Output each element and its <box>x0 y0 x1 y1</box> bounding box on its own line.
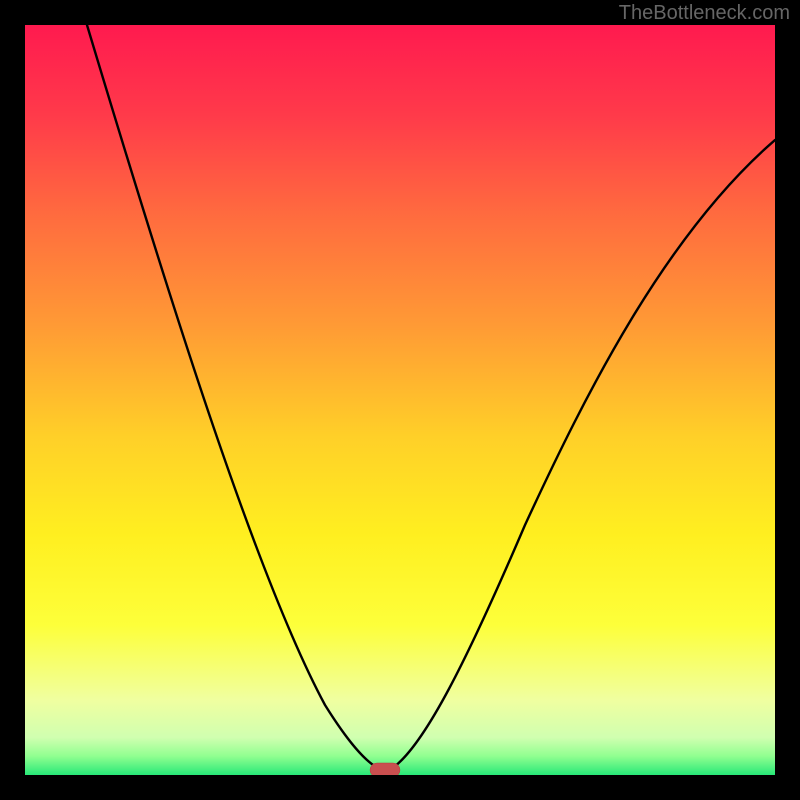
gradient-background <box>25 25 775 775</box>
watermark-text: TheBottleneck.com <box>619 2 790 25</box>
plot-area <box>25 25 775 775</box>
minimum-marker <box>370 763 400 775</box>
chart-frame: TheBottleneck.com <box>0 0 800 800</box>
plot-svg <box>25 25 775 775</box>
